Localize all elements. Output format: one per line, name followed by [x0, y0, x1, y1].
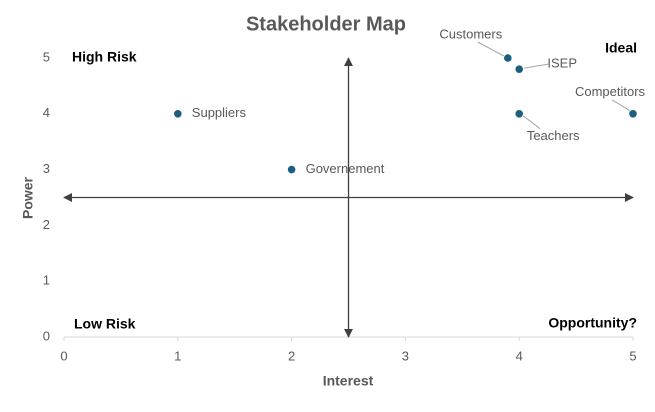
- y-tick-label: 3: [43, 161, 50, 176]
- point-label: Customers: [439, 26, 502, 41]
- point: [515, 65, 523, 73]
- quadrant-label: Opportunity?: [548, 315, 637, 331]
- point: [504, 54, 512, 62]
- y-tick-label: 5: [43, 49, 50, 64]
- quadrant-label: High Risk: [72, 49, 137, 65]
- x-tick-label: 4: [516, 348, 523, 363]
- y-tick-label: 4: [43, 105, 50, 120]
- y-tick-label: 0: [43, 328, 50, 343]
- x-tick-label: 5: [629, 348, 636, 363]
- point-label: Governement: [306, 161, 385, 176]
- x-tick-label: 1: [174, 348, 181, 363]
- y-tick-label: 1: [43, 273, 50, 288]
- quadrant-label: Low Risk: [74, 316, 136, 332]
- x-tick-label: 3: [402, 348, 409, 363]
- point: [515, 110, 523, 118]
- quadrant-label: Ideal: [605, 40, 637, 56]
- leader-line: [611, 99, 631, 112]
- leader-line: [524, 63, 549, 69]
- point: [174, 110, 182, 118]
- point: [287, 165, 296, 174]
- point: [629, 110, 637, 118]
- leader-line: [522, 115, 541, 130]
- point-label: ISEP: [547, 56, 577, 71]
- point-label: Suppliers: [192, 105, 247, 120]
- x-axis-title: Interest: [323, 373, 374, 389]
- x-tick-label: 0: [60, 348, 67, 363]
- y-axis-title: Power: [20, 176, 36, 219]
- x-tick-label: 2: [288, 348, 295, 363]
- y-tick-label: 2: [43, 217, 50, 232]
- leader-line: [477, 41, 505, 57]
- chart-title: Stakeholder Map: [246, 13, 406, 35]
- point-label: Teachers: [527, 128, 580, 143]
- point-label: Competitors: [575, 84, 646, 99]
